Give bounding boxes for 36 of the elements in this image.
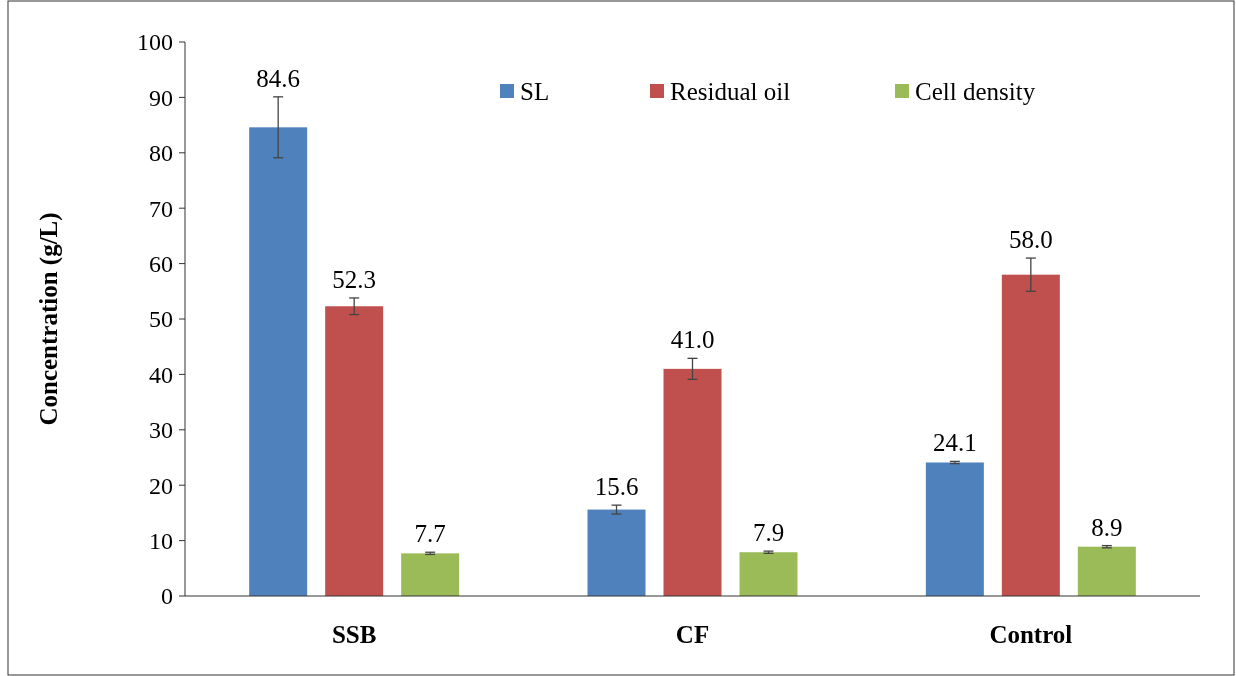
x-tick-label: Control [989,621,1073,648]
text: 15.6 [594,473,639,501]
text: 24.1 [932,429,977,457]
bar [739,552,798,596]
text: 84.6 [256,64,301,92]
bar [249,127,308,596]
bar [587,509,646,596]
y-tick-label: 60 [149,251,173,277]
legend-label: SL [520,77,550,105]
y-tick-label: 90 [149,84,173,111]
text: 58.0 [1008,226,1053,254]
y-tick-label: 40 [149,361,173,388]
legend-label: Residual oil [670,77,791,105]
bar [325,306,384,596]
y-tick-label: 80 [149,140,173,167]
text: 52.3 [332,265,377,293]
y-axis-title: Concentration (g/L) [35,212,63,426]
y-tick-label: 100 [137,29,173,56]
text: 41.0 [670,326,715,354]
y-tick-label: 20 [149,472,173,499]
legend-label: Cell density [915,77,1036,105]
bar [1001,274,1060,596]
bar [401,553,460,596]
y-tick-label: 10 [149,528,173,554]
text: 7.7 [414,520,446,548]
y-tick-label: 30 [149,417,173,444]
bar [925,462,984,596]
x-tick-label: CF [675,621,710,648]
x-tick-label: SSB [331,621,377,648]
y-tick-label: 70 [149,195,173,222]
bar [1077,546,1136,596]
text: 8.9 [1091,513,1123,541]
text: 7.9 [752,519,785,547]
y-tick-label: 0 [161,583,173,610]
bar [663,368,722,596]
y-tick-label: 50 [149,306,173,333]
